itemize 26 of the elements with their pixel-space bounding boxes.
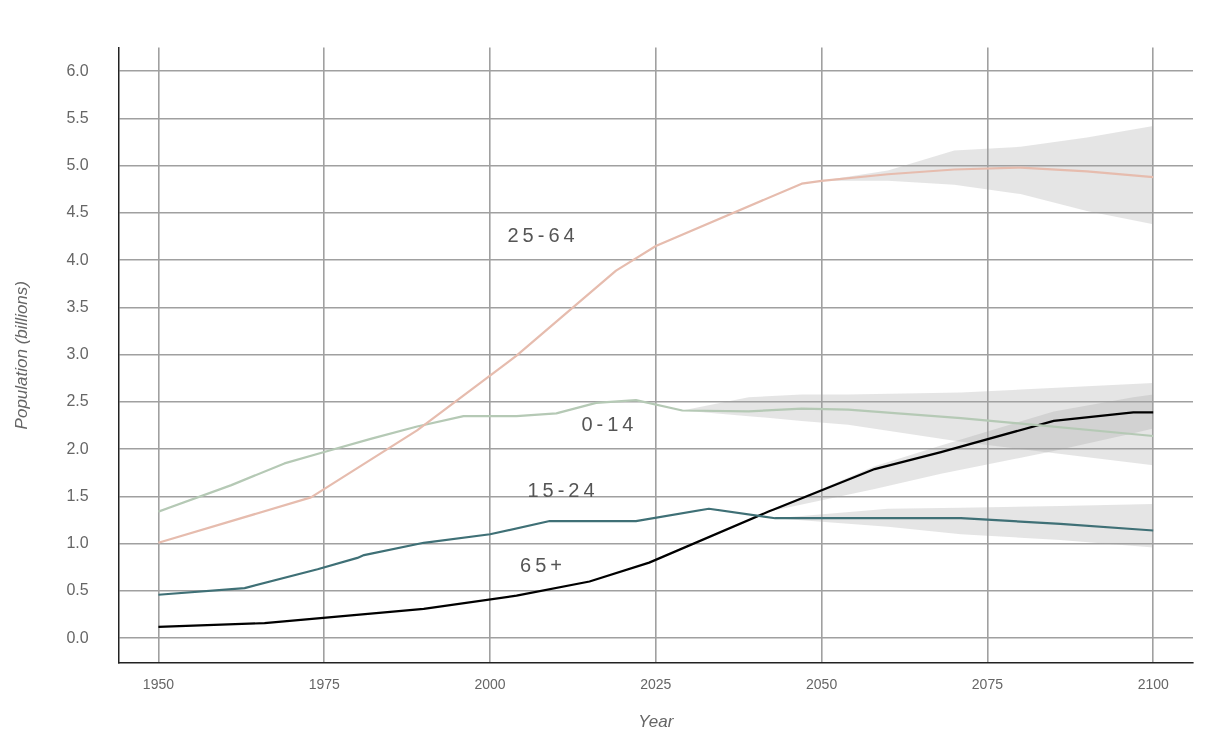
y-tick-label: 5.0 (66, 156, 89, 174)
series-label: 0-14 (581, 413, 638, 436)
x-tick-label: 2050 (806, 676, 838, 693)
y-tick-label: 4.0 (66, 250, 89, 268)
y-axis-title: Population (billions) (11, 281, 31, 430)
y-tick-label: 3.0 (66, 345, 89, 363)
x-tick-label: 2025 (640, 676, 672, 693)
x-tick-label: 2075 (971, 676, 1004, 693)
y-tick-label: 5.5 (66, 108, 89, 126)
x-tick-label: 2100 (1137, 676, 1169, 693)
x-tick-label: 1975 (308, 676, 341, 693)
y-tick-label: 1.0 (66, 534, 89, 552)
series-label: 15-24 (527, 479, 599, 502)
y-tick-label: 0.5 (66, 581, 89, 599)
x-axis-title: Year (638, 711, 675, 731)
y-tick-label: 4.5 (66, 203, 89, 221)
y-tick-label: 6.0 (66, 61, 89, 79)
y-tick-label: 2.0 (66, 439, 89, 457)
text: 25-64 (507, 224, 579, 247)
y-tick-label: 0.0 (66, 628, 89, 646)
y-tick-label: 2.5 (66, 392, 89, 410)
x-tick-label: 2000 (474, 676, 506, 693)
y-tick-label: 1.5 (66, 486, 89, 504)
y-tick-label: 3.5 (66, 297, 89, 315)
x-tick-label: 1950 (142, 676, 175, 693)
series-label: 65+ (520, 553, 567, 576)
